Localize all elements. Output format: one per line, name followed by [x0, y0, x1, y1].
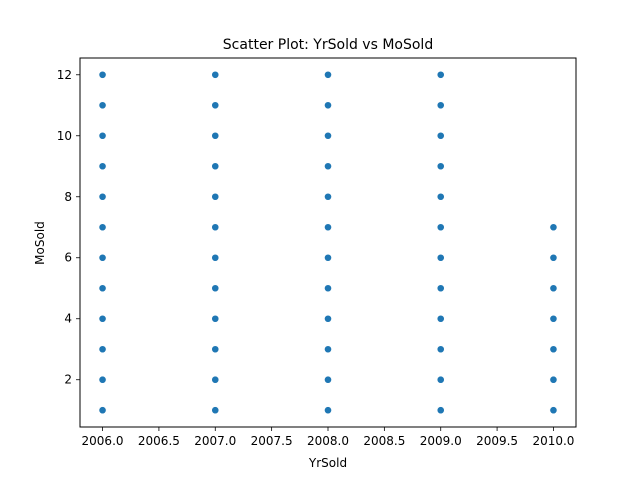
x-tick-label: 2007.0	[194, 434, 236, 448]
data-point	[211, 314, 220, 323]
data-point	[436, 345, 445, 354]
data-point	[549, 345, 558, 354]
y-tick-label: 12	[57, 68, 72, 82]
data-point	[211, 284, 220, 293]
data-point	[324, 284, 332, 293]
y-tick-label: 6	[64, 251, 72, 265]
data-point	[324, 223, 332, 232]
data-point	[211, 223, 220, 232]
data-point	[436, 131, 445, 140]
data-point	[324, 253, 332, 262]
y-tick-label: 4	[64, 312, 72, 326]
data-point	[324, 162, 332, 171]
data-point	[211, 162, 220, 171]
data-point	[324, 406, 332, 415]
data-point	[324, 101, 332, 110]
data-point	[436, 223, 445, 232]
data-point	[436, 162, 445, 171]
data-point	[98, 253, 107, 262]
x-tick-label: 2007.5	[251, 434, 293, 448]
data-point	[549, 406, 558, 415]
y-axis: 2 4 6 8 10 12	[57, 68, 80, 387]
data-point	[549, 375, 558, 384]
data-point	[98, 131, 107, 140]
data-point	[324, 345, 332, 354]
chart-title: Scatter Plot: YrSold vs MoSold	[223, 37, 433, 53]
data-point	[211, 101, 220, 110]
data-point	[436, 375, 445, 384]
x-tick-label: 2010.0	[532, 434, 574, 448]
y-tick-label: 2	[64, 373, 72, 387]
x-axis: 2006.0 2006.5 2007.0 2007.5 2008.0 2008.5 2009…	[82, 427, 574, 448]
data-point	[324, 375, 332, 384]
data-point	[98, 314, 107, 323]
data-point	[436, 70, 445, 79]
data-point	[436, 192, 445, 201]
data-point	[324, 314, 332, 323]
x-tick-label: 2009.5	[476, 434, 518, 448]
points-layer	[98, 70, 558, 415]
data-point	[436, 314, 445, 323]
data-point	[549, 223, 558, 232]
x-tick-label: 2006.5	[138, 434, 180, 448]
data-point	[98, 406, 107, 415]
y-tick-label: 8	[64, 190, 72, 204]
data-point	[98, 345, 107, 354]
data-point	[436, 406, 445, 415]
data-point	[436, 284, 445, 293]
x-axis-label: YrSold	[308, 456, 347, 470]
data-point	[211, 131, 220, 140]
data-point	[211, 70, 220, 79]
plot-frame	[79, 57, 577, 428]
data-point	[211, 192, 220, 201]
x-tick-label: 2008.0	[307, 434, 349, 448]
x-tick-label: 2009.0	[420, 434, 462, 448]
data-point	[211, 375, 220, 384]
data-point	[98, 192, 107, 201]
data-point	[211, 406, 220, 415]
data-point	[98, 223, 107, 232]
data-point	[436, 253, 445, 262]
data-point	[549, 284, 558, 293]
data-point	[98, 162, 107, 171]
data-point	[324, 131, 332, 140]
y-axis-label: MoSold	[33, 221, 47, 265]
data-point	[436, 101, 445, 110]
data-point	[98, 101, 107, 110]
data-point	[98, 375, 107, 384]
data-point	[98, 284, 107, 293]
x-tick-label: 2008.5	[363, 434, 405, 448]
y-tick-label: 10	[57, 129, 72, 143]
data-point	[98, 70, 107, 79]
x-tick-label: 2006.0	[82, 434, 124, 448]
data-point	[549, 253, 558, 262]
data-point	[549, 314, 558, 323]
data-point	[324, 70, 332, 79]
data-point	[324, 192, 332, 201]
data-point	[211, 345, 220, 354]
data-point	[211, 253, 220, 262]
